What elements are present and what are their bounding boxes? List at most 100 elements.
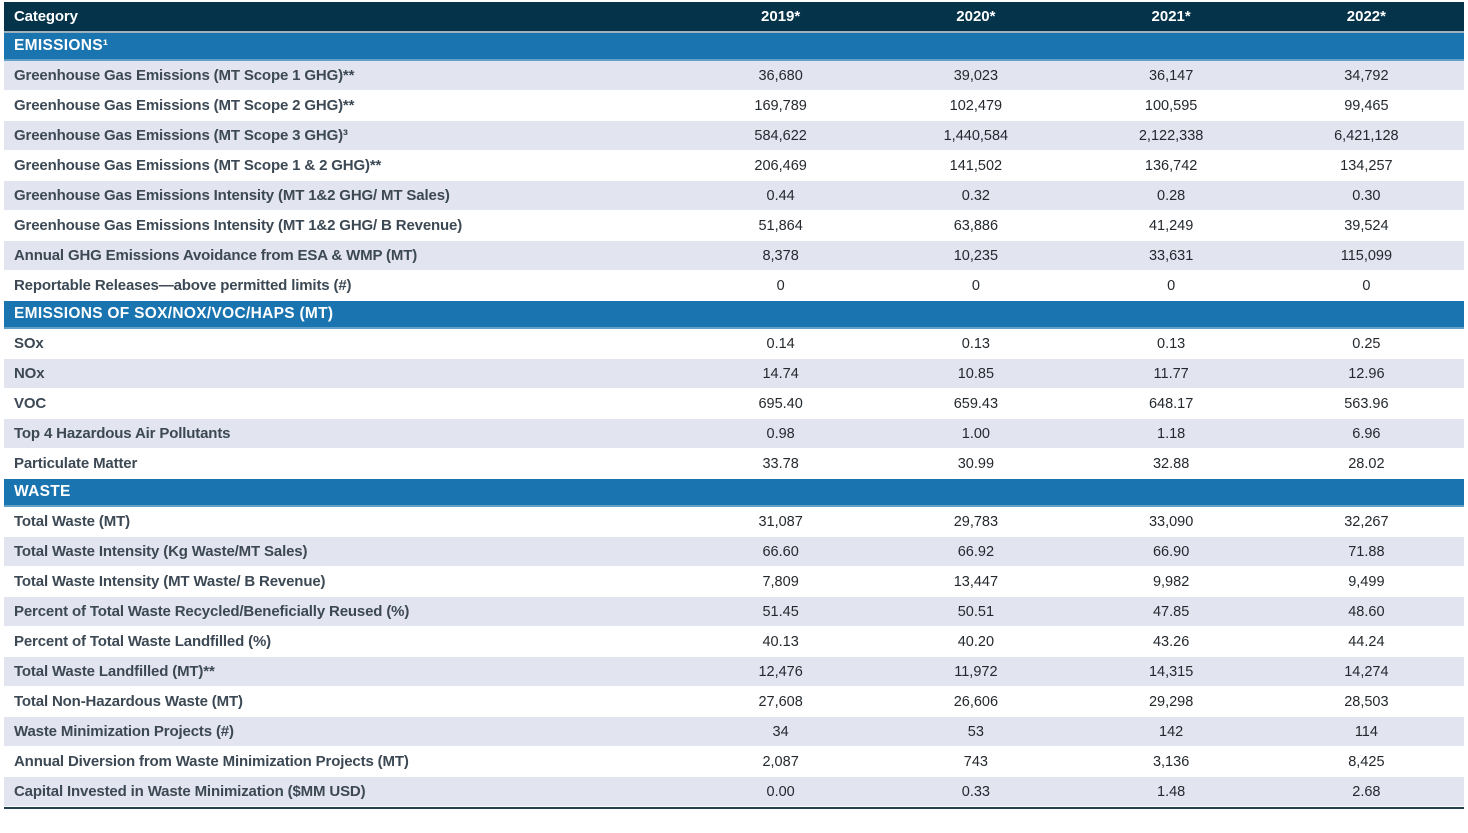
metric-row: Annual GHG Emissions Avoidance from ESA …	[4, 241, 1464, 271]
metric-label: Top 4 Hazardous Air Pollutants	[14, 425, 231, 442]
metric-label: Total Non-Hazardous Waste (MT)	[14, 693, 243, 710]
metric-value: 29,298	[1148, 693, 1194, 710]
metric-value: 584,622	[754, 127, 807, 144]
metric-value: 0.33	[961, 783, 990, 800]
metric-row: Greenhouse Gas Emissions (MT Scope 1 & 2…	[4, 151, 1464, 181]
metric-value: 66.60	[762, 543, 799, 560]
metric-row: NOx 14.74 10.85 11.77 12.96	[4, 359, 1464, 389]
metric-label: Greenhouse Gas Emissions (MT Scope 1 GHG…	[14, 67, 355, 84]
metric-value: 36,147	[1148, 67, 1194, 84]
metric-value: 34	[772, 723, 789, 740]
metric-value: 1.48	[1157, 783, 1186, 800]
metric-value: 102,479	[949, 97, 1003, 114]
metric-value: 43.26	[1152, 633, 1190, 650]
metric-value: 2.68	[1352, 783, 1381, 800]
metric-value: 66.92	[957, 543, 995, 560]
column-header-2021: 2021*	[1151, 8, 1191, 25]
metric-value: 30.99	[957, 455, 995, 472]
metric-value: 142	[1159, 723, 1184, 740]
section-header-row: EMISSIONS¹	[4, 33, 1464, 61]
metric-row: Greenhouse Gas Emissions Intensity (MT 1…	[4, 211, 1464, 241]
metric-value: 12,476	[758, 663, 803, 680]
metric-value: 0.44	[766, 187, 795, 204]
metric-row: Percent of Total Waste Landfilled (%) 40.…	[4, 627, 1464, 657]
metric-value: 169,789	[754, 97, 807, 114]
metric-row: Percent of Total Waste Recycled/Benefici…	[4, 597, 1464, 627]
metric-value: 32.88	[1152, 455, 1190, 472]
metric-value: 51,864	[758, 217, 803, 234]
metric-value: 41,249	[1148, 217, 1194, 234]
metric-value: 10.85	[957, 365, 995, 382]
section-header-row: EMISSIONS OF SOX/NOX/VOC/HAPS (MT)	[4, 301, 1464, 329]
metric-row: Particulate Matter 33.78 30.99 32.88 28.02	[4, 449, 1464, 479]
metric-label: Waste Minimization Projects (#)	[14, 723, 234, 740]
metric-value: 0	[776, 277, 785, 294]
metric-value: 3,136	[1152, 753, 1190, 770]
metric-value: 8,378	[762, 247, 799, 264]
metric-label: Total Waste Landfilled (MT)**	[14, 663, 215, 680]
metric-value: 648.17	[1148, 395, 1194, 412]
metric-label: Total Waste Intensity (MT Waste/ B Reven…	[14, 573, 326, 590]
metric-label: Greenhouse Gas Emissions (MT Scope 2 GHG…	[14, 97, 355, 114]
metric-row: Total Waste Landfilled (MT)** 12,476 11,97…	[4, 657, 1464, 687]
metric-value: 0	[971, 277, 980, 294]
metric-label: Percent of Total Waste Landfilled (%)	[14, 633, 271, 650]
metric-value: 8,425	[1348, 753, 1385, 770]
metric-value: 39,023	[953, 67, 999, 84]
metric-value: 2,087	[762, 753, 799, 770]
metric-value: 0.00	[766, 783, 795, 800]
metric-label: Capital Invested in Waste Minimization (…	[14, 783, 366, 800]
metric-value: 141,502	[949, 157, 1003, 174]
metric-row: Greenhouse Gas Emissions (MT Scope 2 GHG…	[4, 91, 1464, 121]
metric-value: 12.96	[1348, 365, 1385, 382]
metric-value: 53	[967, 723, 984, 740]
metric-label: Total Waste (MT)	[14, 513, 130, 530]
metric-label: Reportable Releases—above permitted limi…	[14, 277, 352, 294]
metric-value: 1.00	[961, 425, 990, 442]
metric-row: Greenhouse Gas Emissions (MT Scope 1 GHG…	[4, 61, 1464, 91]
table-header-row: Category 2019* 2020* 2021* 2022*	[4, 2, 1464, 33]
section-title: EMISSIONS OF SOX/NOX/VOC/HAPS (MT)	[14, 305, 334, 322]
metric-value: 6.96	[1352, 425, 1381, 442]
metric-value: 115,099	[1340, 247, 1393, 264]
metric-label: Greenhouse Gas Emissions Intensity (MT 1…	[14, 187, 450, 204]
metric-value: 27,608	[758, 693, 803, 710]
metric-row: Total Non-Hazardous Waste (MT) 27,608 26,6…	[4, 687, 1464, 717]
metric-value: 0.30	[1352, 187, 1381, 204]
metric-value: 136,742	[1144, 157, 1198, 174]
metric-value: 1,440,584	[943, 127, 1009, 144]
metric-value: 63,886	[953, 217, 999, 234]
metric-value: 0.14	[766, 335, 795, 352]
metric-label: Particulate Matter	[14, 455, 138, 472]
metric-value: 0.28	[1157, 187, 1186, 204]
metric-value: 114	[1354, 723, 1378, 740]
metric-row: Greenhouse Gas Emissions Intensity (MT 1…	[4, 181, 1464, 211]
column-header-category: Category	[14, 8, 78, 25]
column-header-2019: 2019*	[761, 8, 801, 25]
metric-value: 39,524	[1344, 217, 1389, 234]
section-title: WASTE	[14, 483, 71, 500]
metric-value: 9,499	[1348, 573, 1385, 590]
metric-label: Greenhouse Gas Emissions (MT Scope 1 & 2…	[14, 157, 382, 174]
metric-row: Reportable Releases—above permitted limi…	[4, 271, 1464, 301]
column-header-2020: 2020*	[956, 8, 996, 25]
metric-value: 0.25	[1352, 335, 1381, 352]
metric-value: 14,315	[1148, 663, 1194, 680]
metric-row: Annual Diversion from Waste Minimization…	[4, 747, 1464, 777]
metric-value: 695.40	[758, 395, 803, 412]
metric-value: 26,606	[953, 693, 999, 710]
metric-value: 33,090	[1148, 513, 1194, 530]
metric-value: 28.02	[1348, 455, 1385, 472]
metric-row: SOx 0.14 0.13 0.13 0.25	[4, 329, 1464, 359]
metric-value: 66.90	[1152, 543, 1190, 560]
metric-row: Total Waste (MT) 31,087 29,783 33,090 32,267	[4, 507, 1464, 537]
metric-value: 36,680	[758, 67, 803, 84]
metric-label: VOC	[14, 395, 47, 412]
metric-value: 28,503	[1344, 693, 1389, 710]
metric-value: 10,235	[953, 247, 999, 264]
metric-value: 7,809	[762, 573, 799, 590]
metric-value: 99,465	[1344, 97, 1389, 114]
metric-value: 51.45	[762, 603, 799, 620]
metric-value: 14.74	[762, 365, 799, 382]
metric-label: Annual Diversion from Waste Minimization…	[14, 753, 409, 770]
